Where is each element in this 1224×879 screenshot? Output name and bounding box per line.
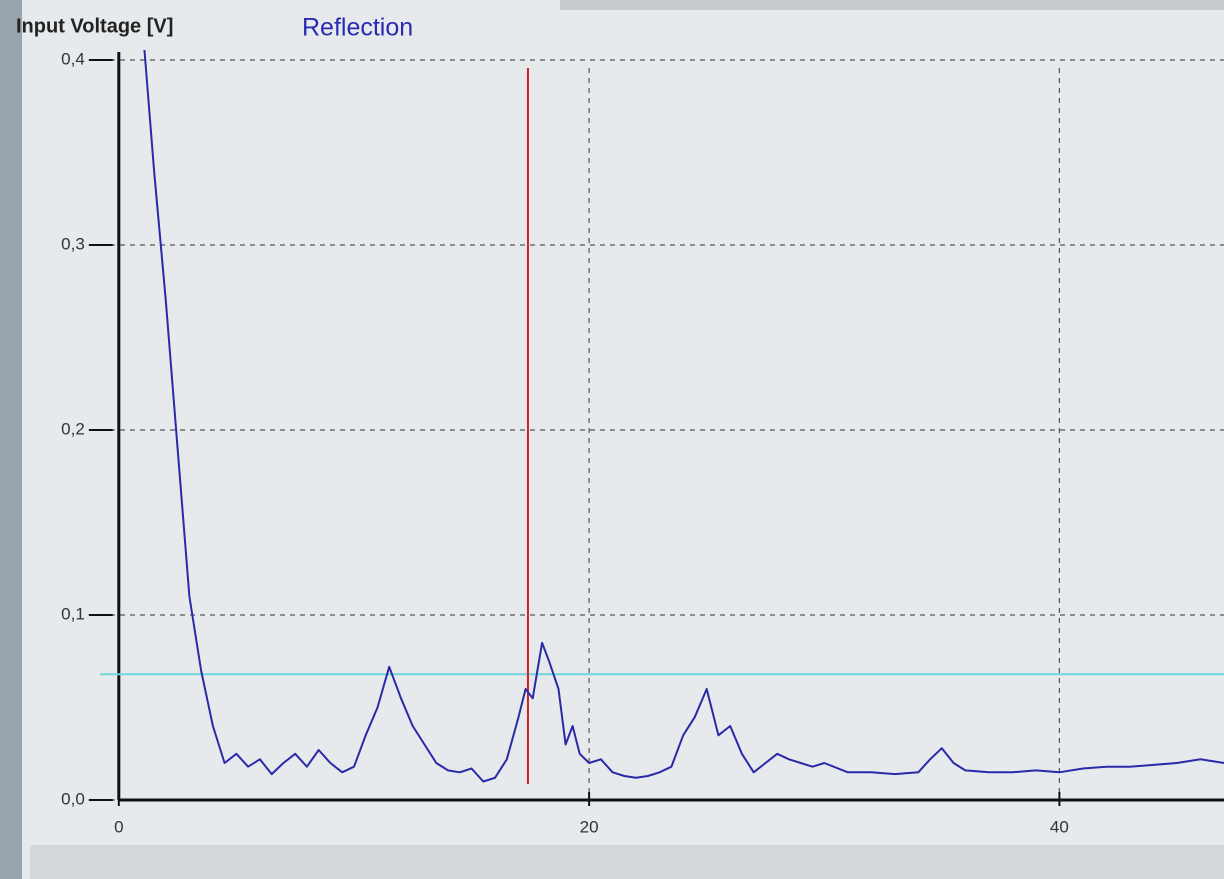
x-tick-label: 0 bbox=[114, 817, 123, 836]
y-tick-label: 0,2 bbox=[61, 419, 85, 438]
y-tick-label: 0,4 bbox=[61, 49, 85, 68]
y-tick-label: 0,0 bbox=[61, 789, 85, 808]
y-axis-label: Input Voltage [V] bbox=[16, 15, 173, 37]
x-tick-label: 40 bbox=[1050, 817, 1069, 836]
chart-title: Reflection bbox=[302, 14, 413, 42]
toolbar bbox=[560, 0, 1224, 10]
scrollbar[interactable] bbox=[30, 845, 1224, 879]
y-tick-label: 0,3 bbox=[61, 234, 85, 253]
plot-clip bbox=[100, 50, 1224, 784]
y-tick-label: 0,1 bbox=[61, 604, 85, 623]
data-line bbox=[143, 50, 1224, 783]
window-edge bbox=[0, 0, 22, 879]
x-tick-label: 20 bbox=[580, 817, 599, 836]
